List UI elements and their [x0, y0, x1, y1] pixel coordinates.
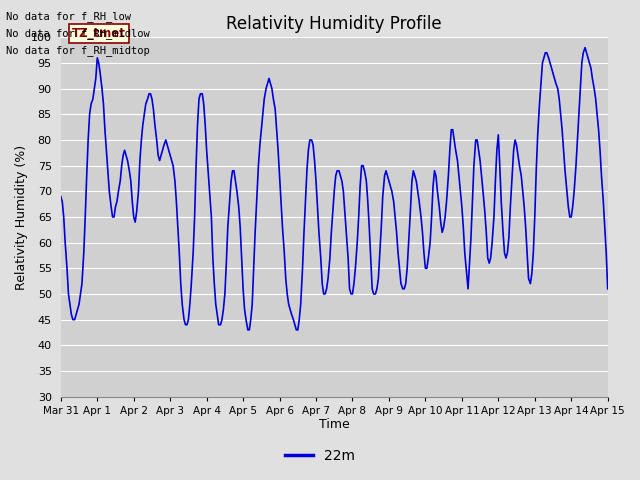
Text: No data for f_RH_low: No data for f_RH_low [6, 11, 131, 22]
Y-axis label: Relativity Humidity (%): Relativity Humidity (%) [15, 144, 28, 289]
Text: TZ_tmet: TZ_tmet [72, 27, 125, 40]
Title: Relativity Humidity Profile: Relativity Humidity Profile [227, 15, 442, 33]
Text: No data for f_RH_midlow: No data for f_RH_midlow [6, 28, 150, 39]
Legend: 22m: 22m [280, 443, 360, 468]
X-axis label: Time: Time [319, 419, 349, 432]
Text: No data for f_RH_midtop: No data for f_RH_midtop [6, 45, 150, 56]
